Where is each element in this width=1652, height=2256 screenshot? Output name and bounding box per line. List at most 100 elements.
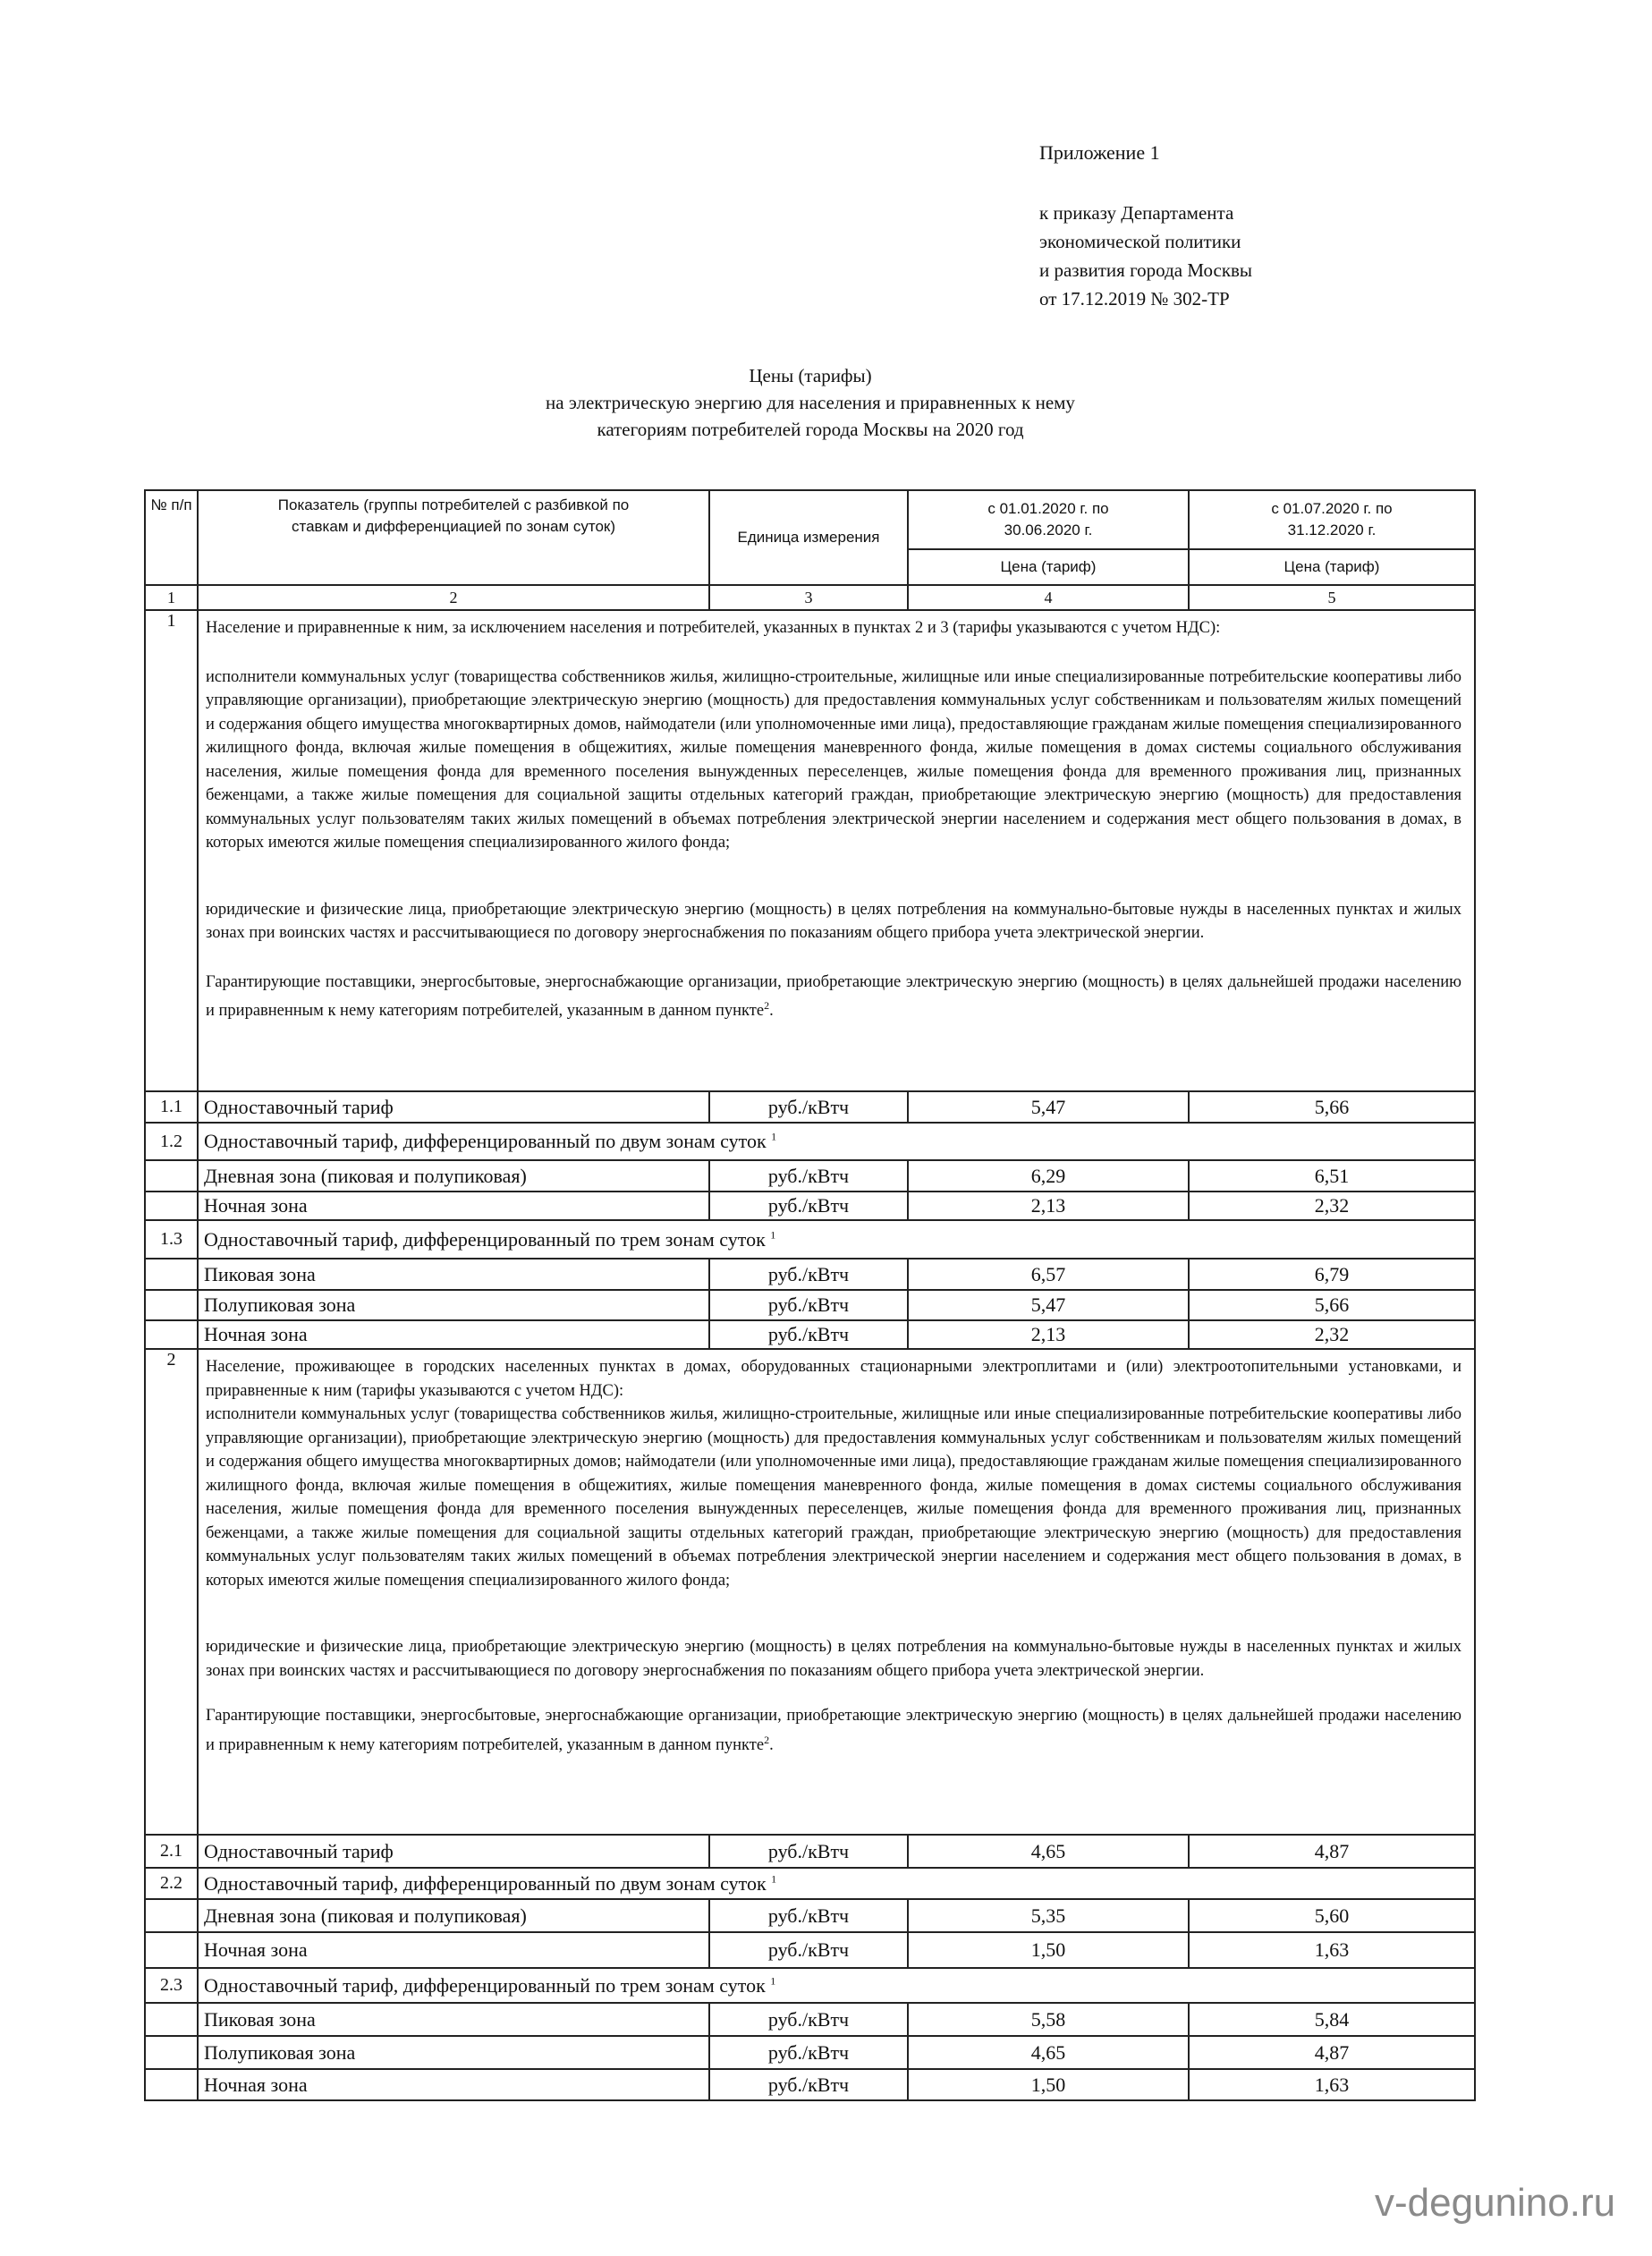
row-number	[144, 1319, 199, 1350]
row-unit: руб./кВтч	[708, 2035, 909, 2070]
footnote-marker: 1	[771, 1872, 777, 1886]
row-number	[144, 1289, 199, 1321]
header-price-2: Цена (тариф)	[1188, 548, 1476, 586]
row-label: Одноставочный тариф	[197, 1090, 710, 1124]
price-period-1: 5,47	[907, 1090, 1190, 1124]
row-number: 2.1	[144, 1834, 199, 1869]
row-label: Пиковая зона	[197, 2002, 710, 2037]
row-unit: руб./кВтч	[708, 2002, 909, 2037]
row-label: Ночная зона	[197, 1931, 710, 1969]
section-paragraph: юридические и физические лица, приобрета…	[206, 900, 1461, 943]
section-paragraph: Гарантирующие поставщики, энергосбытовые…	[206, 972, 1461, 1021]
order-line: и развития города Москвы	[1039, 259, 1253, 281]
tariff-row: 2.1 Одноставочный тариф руб./кВтч 4,65 4,87	[144, 1834, 1476, 1869]
price-period-2: 5,66	[1188, 1090, 1476, 1124]
column-number: 3	[708, 584, 909, 611]
row-number	[144, 2002, 199, 2037]
section-description: Население, проживающее в городских насел…	[197, 1348, 1476, 1836]
tariff-table: № п/п Показатель (группы потребителей с …	[144, 488, 1476, 2101]
price-period-2: 1,63	[1188, 1931, 1476, 1969]
price-period-1: 1,50	[907, 2068, 1190, 2101]
section-paragraph: Гарантирующие поставщики, энергосбытовые…	[206, 1707, 1461, 1754]
row-unit: руб./кВтч	[708, 1898, 909, 1933]
section-number: 1	[144, 609, 199, 1092]
price-period-2: 6,51	[1188, 1159, 1476, 1192]
section-paragraph: юридические и физические лица, приобрета…	[206, 1638, 1461, 1680]
tariff-group-row: 1.3 Одноставочный тариф, дифференцированн…	[144, 1219, 1476, 1259]
price-period-2: 4,87	[1188, 2035, 1476, 2070]
footnote-marker: 1	[770, 1228, 776, 1242]
row-unit: руб./кВтч	[708, 1834, 909, 1869]
row-label: Полупиковая зона	[197, 1289, 710, 1321]
row-label: Дневная зона (пиковая и полупиковая)	[197, 1898, 710, 1933]
price-period-2: 5,84	[1188, 2002, 1476, 2037]
row-number	[144, 1159, 199, 1192]
section-paragraph: исполнители коммунальных услуг (товарище…	[206, 667, 1461, 852]
price-period-1: 6,57	[907, 1258, 1190, 1291]
row-label: Одноставочный тариф, дифференцированный …	[197, 1122, 1476, 1161]
title-line: Цены (тарифы)	[749, 365, 872, 386]
section-paragraph: Население, проживающее в городских насел…	[206, 1358, 1461, 1400]
section-description: Население и приравненные к ним, за исклю…	[197, 609, 1476, 1092]
tariff-row: Ночная зона руб./кВтч 2,13 2,32	[144, 1191, 1476, 1221]
row-number	[144, 1191, 199, 1221]
column-number: 2	[197, 584, 710, 611]
footnote-marker: 2	[764, 999, 770, 1012]
row-label: Одноставочный тариф, дифференцированный …	[197, 1867, 1476, 1900]
footnote-marker: 1	[770, 1974, 776, 1988]
row-number: 2.2	[144, 1867, 199, 1900]
column-number: 1	[144, 584, 199, 611]
row-number	[144, 1258, 199, 1291]
footnote-marker: 1	[771, 1130, 777, 1143]
tariff-row: Полупиковая зона руб./кВтч 4,65 4,87	[144, 2035, 1476, 2070]
row-number: 2.3	[144, 1967, 199, 2004]
tariff-row: 1.1 Одноставочный тариф руб./кВтч 5,47 5,66	[144, 1090, 1476, 1124]
row-number: 1.2	[144, 1122, 199, 1161]
price-period-2: 4,87	[1188, 1834, 1476, 1869]
title-line: на электрическую энергию для населения и…	[546, 392, 1075, 413]
price-period-1: 4,65	[907, 1834, 1190, 1869]
section-paragraph: Население и приравненные к ним, за исклю…	[206, 619, 1221, 637]
row-number	[144, 1931, 199, 1969]
row-number	[144, 2035, 199, 2070]
appendix-label: Приложение 1	[1039, 141, 1160, 164]
row-unit: руб./кВтч	[708, 1289, 909, 1321]
price-period-1: 2,13	[907, 1191, 1190, 1221]
row-label: Ночная зона	[197, 1319, 710, 1350]
header-period-1: с 01.01.2020 г. по 30.06.2020 г.	[907, 488, 1190, 551]
price-period-1: 5,35	[907, 1898, 1190, 1933]
row-unit: руб./кВтч	[708, 1319, 909, 1350]
price-period-2: 2,32	[1188, 1319, 1476, 1350]
footnote-marker: 2	[764, 1733, 770, 1746]
row-label: Ночная зона	[197, 2068, 710, 2101]
row-label: Пиковая зона	[197, 1258, 710, 1291]
tariff-group-row: 2.2 Одноставочный тариф, дифференцированн…	[144, 1867, 1476, 1900]
row-label: Дневная зона (пиковая и полупиковая)	[197, 1159, 710, 1192]
price-period-1: 5,47	[907, 1289, 1190, 1321]
tariff-row: Ночная зона руб./кВтч 2,13 2,32	[144, 1319, 1476, 1350]
tariff-row: Полупиковая зона руб./кВтч 5,47 5,66	[144, 1289, 1476, 1321]
row-label: Ночная зона	[197, 1191, 710, 1221]
header-num: № п/п	[144, 489, 199, 586]
price-period-2: 5,60	[1188, 1898, 1476, 1933]
column-number: 4	[907, 584, 1190, 611]
row-unit: руб./кВтч	[708, 2068, 909, 2101]
tariff-row: Ночная зона руб./кВтч 1,50 1,63	[144, 1931, 1476, 1969]
tariff-group-row: 2.3 Одноставочный тариф, дифференцированн…	[144, 1967, 1476, 2004]
order-reference: к приказу Департамента экономической пол…	[1039, 199, 1252, 313]
section-row: 2 Население, проживающее в городских насе…	[144, 1348, 1476, 1836]
row-label: Полупиковая зона	[197, 2035, 710, 2070]
document-title: Цены (тарифы) на электрическую энергию д…	[322, 362, 1299, 443]
price-period-2: 5,66	[1188, 1289, 1476, 1321]
price-period-1: 5,58	[907, 2002, 1190, 2037]
order-line: к приказу Департамента	[1039, 202, 1234, 224]
table-header-row: № п/п Показатель (группы потребителей с …	[144, 488, 1476, 586]
section-number: 2	[144, 1348, 199, 1836]
price-period-1: 1,50	[907, 1931, 1190, 1969]
row-unit: руб./кВтч	[708, 1258, 909, 1291]
tariff-row: Дневная зона (пиковая и полупиковая) руб.…	[144, 1898, 1476, 1933]
price-period-2: 1,63	[1188, 2068, 1476, 2101]
column-number: 5	[1188, 584, 1476, 611]
row-number: 1.1	[144, 1090, 199, 1124]
header-indicator: Показатель (группы потребителей с разбив…	[197, 489, 710, 586]
